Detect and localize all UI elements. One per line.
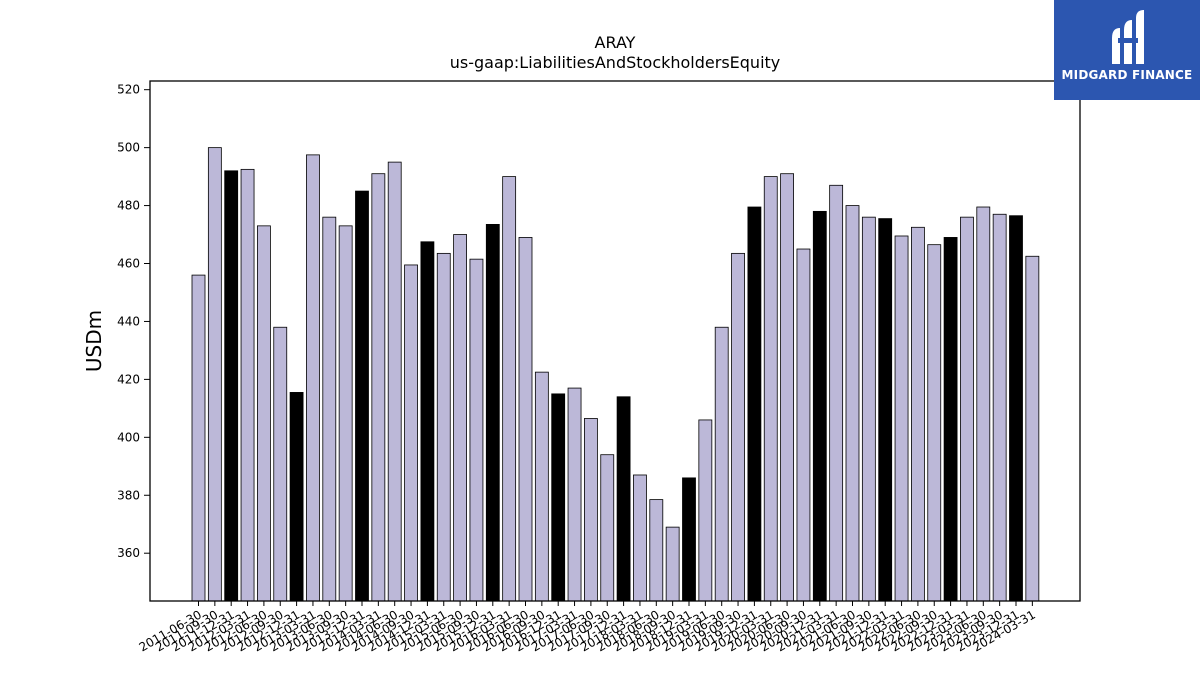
bar-2020-09-30 bbox=[796, 248, 811, 602]
bar-2021-09-30 bbox=[861, 216, 876, 602]
bar-2011-06-30 bbox=[191, 274, 206, 602]
bars-group bbox=[191, 147, 1040, 602]
bar-2020-03-31 bbox=[763, 176, 778, 602]
bar-2020-06-30 bbox=[780, 173, 794, 602]
bar-2022-12-31 bbox=[943, 237, 958, 602]
bar-2017-09-30 bbox=[600, 454, 615, 602]
bar-2015-09-30 bbox=[469, 258, 484, 602]
bar-2016-06-30 bbox=[518, 237, 533, 602]
bar-2023-09-30 bbox=[992, 213, 1007, 602]
bar-2018-12-31 bbox=[682, 477, 696, 602]
bar-2014-06-30 bbox=[387, 161, 402, 602]
bar-2018-03-31 bbox=[633, 474, 647, 602]
bar-2017-03-31 bbox=[567, 387, 582, 602]
bar-2015-06-30 bbox=[453, 234, 468, 602]
bar-2019-12-31 bbox=[747, 206, 762, 602]
bar-2013-09-30 bbox=[338, 225, 353, 602]
bar-2019-09-30 bbox=[731, 252, 745, 602]
bar-2024-03-31 bbox=[1025, 255, 1040, 602]
chart-title: ARAY bbox=[595, 33, 636, 52]
bar-2017-06-30 bbox=[584, 418, 598, 602]
bar-2015-12-31 bbox=[485, 223, 500, 602]
midgard-logo-icon bbox=[1112, 10, 1144, 64]
bar-2021-06-30 bbox=[845, 205, 860, 602]
chart-subtitle: us-gaap:LiabilitiesAndStockholdersEquity bbox=[450, 53, 781, 72]
bar-2014-03-31 bbox=[371, 173, 386, 602]
logo-text: MIDGARD FINANCE bbox=[1061, 68, 1193, 82]
y-axis-label: USDm bbox=[82, 310, 106, 372]
bar-2013-06-30 bbox=[322, 216, 337, 602]
bar-2023-06-30 bbox=[976, 206, 991, 602]
bar-2014-09-30 bbox=[404, 264, 418, 602]
bar-2012-09-30 bbox=[273, 326, 288, 602]
y-tick-label: 420 bbox=[117, 372, 140, 386]
bar-2011-09-30 bbox=[207, 147, 222, 602]
bar-2016-03-31 bbox=[502, 176, 517, 602]
bar-2022-06-30 bbox=[911, 226, 925, 602]
bar-2014-12-31 bbox=[420, 241, 435, 602]
bar-2019-06-30 bbox=[714, 326, 729, 602]
midgard-finance-logo: MIDGARD FINANCE bbox=[1054, 0, 1200, 100]
bar-2017-12-31 bbox=[616, 396, 631, 602]
bar-2012-12-31 bbox=[289, 392, 304, 602]
bar-2023-03-31 bbox=[960, 216, 974, 602]
bar-2013-03-31 bbox=[306, 154, 320, 602]
y-tick-label: 520 bbox=[117, 83, 140, 97]
bar-2019-03-31 bbox=[698, 419, 713, 602]
bar-2015-03-31 bbox=[436, 252, 451, 602]
bar-2020-12-31 bbox=[812, 210, 827, 602]
bar-2012-03-31 bbox=[240, 168, 255, 602]
y-tick-label: 500 bbox=[117, 141, 140, 155]
bar-2018-09-30 bbox=[665, 526, 680, 602]
bar-2011-12-31 bbox=[224, 170, 239, 602]
y-tick-label: 440 bbox=[117, 314, 140, 328]
y-ticks-group: 360 380 400 420 440 460 480 500 520 bbox=[117, 83, 150, 560]
bar-2012-06-30 bbox=[256, 225, 271, 602]
bar-2023-12-31 bbox=[1009, 215, 1023, 602]
bar-2013-12-31 bbox=[355, 190, 369, 602]
bar-2016-12-31 bbox=[551, 393, 566, 602]
y-tick-label: 360 bbox=[117, 546, 140, 560]
y-tick-label: 480 bbox=[117, 199, 140, 213]
bar-2021-03-31 bbox=[829, 184, 844, 602]
x-ticks-group: 2011-06-302011-09-302011-12-312012-03-31… bbox=[137, 601, 1038, 654]
bar-2016-09-30 bbox=[534, 371, 549, 602]
bar-2021-12-31 bbox=[878, 218, 893, 602]
bar-2018-06-30 bbox=[649, 499, 664, 602]
bar-2022-03-31 bbox=[894, 235, 909, 602]
y-tick-label: 380 bbox=[117, 488, 140, 502]
bar-2022-09-30 bbox=[927, 244, 942, 602]
y-tick-label: 460 bbox=[117, 257, 140, 271]
y-tick-label: 400 bbox=[117, 430, 140, 444]
plot-frame bbox=[149, 80, 1081, 602]
